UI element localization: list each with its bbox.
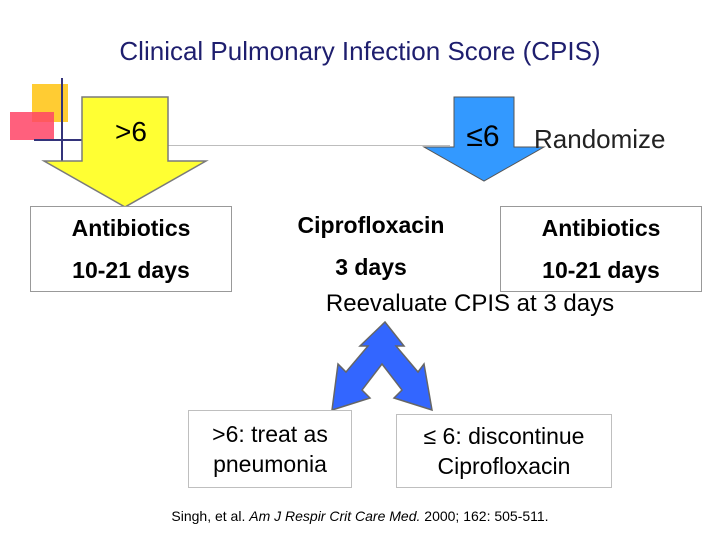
outcome-left-line2: pneumonia bbox=[213, 451, 327, 477]
split-arrow bbox=[331, 320, 433, 412]
slide-title: Clinical Pulmonary Infection Score (CPIS… bbox=[119, 36, 601, 66]
outcome-treat-pneumonia: >6: treat as pneumonia bbox=[188, 410, 352, 488]
box-right-line2: 10-21 days bbox=[542, 257, 660, 283]
box-antibiotics-right: Antibiotics 10-21 days bbox=[500, 206, 702, 292]
yellow-down-arrow bbox=[41, 96, 209, 208]
citation-journal: Am J Respir Crit Care Med. bbox=[249, 508, 421, 524]
box-ciprofloxacin: Ciprofloxacin 3 days bbox=[258, 204, 484, 288]
divider-line bbox=[150, 145, 450, 146]
outcome-right-line2: Ciprofloxacin bbox=[437, 453, 571, 479]
randomize-label: Randomize bbox=[534, 124, 666, 154]
reevaluate-label: Reevaluate CPIS at 3 days bbox=[325, 290, 615, 317]
box-mid-line1: Ciprofloxacin bbox=[297, 212, 445, 238]
box-mid-line2: 3 days bbox=[335, 254, 407, 280]
box-right-line1: Antibiotics bbox=[541, 215, 661, 241]
blue-down-arrow bbox=[422, 96, 546, 182]
box-left-line2: 10-21 days bbox=[72, 257, 190, 283]
box-left-line1: Antibiotics bbox=[71, 215, 191, 241]
outcome-discontinue-ciprofloxacin: ≤ 6: discontinue Ciprofloxacin bbox=[396, 414, 612, 488]
threshold-le6-label: ≤6 bbox=[466, 120, 500, 153]
decorative-corner-graphic bbox=[10, 78, 90, 162]
outcome-right-line1: ≤ 6: discontinue bbox=[423, 423, 585, 449]
box-antibiotics-left: Antibiotics 10-21 days bbox=[30, 206, 232, 292]
citation: Singh, et al. Am J Respir Crit Care Med.… bbox=[0, 508, 720, 524]
outcome-left-line1: >6: treat as bbox=[212, 421, 328, 447]
threshold-gt6-label: >6 bbox=[115, 116, 147, 147]
citation-details: 2000; 162: 505-511. bbox=[420, 508, 549, 524]
citation-authors: Singh, et al. bbox=[171, 508, 250, 524]
